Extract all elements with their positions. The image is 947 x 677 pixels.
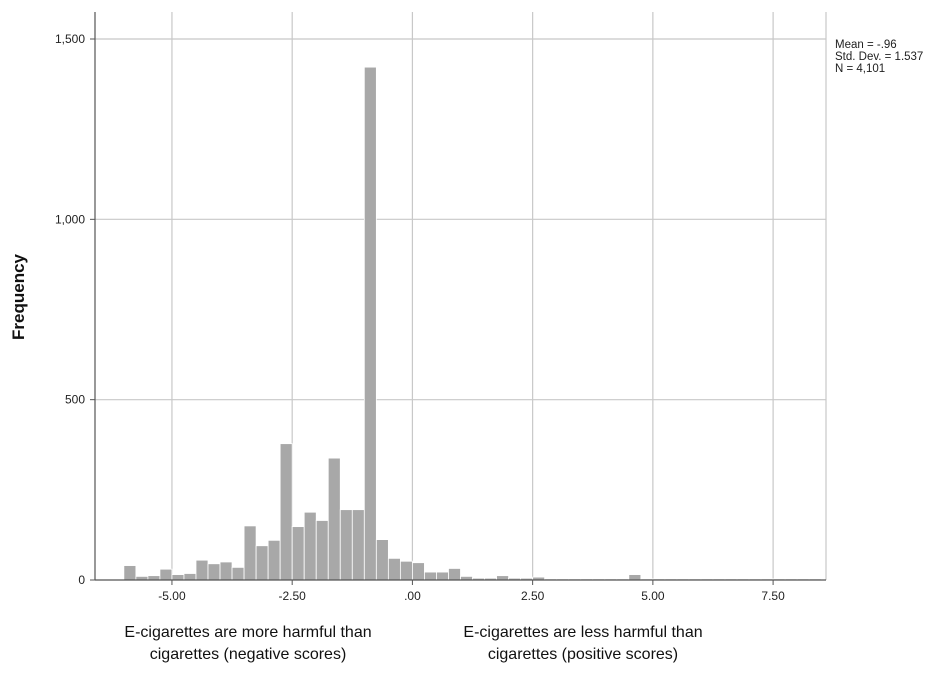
axes bbox=[90, 12, 826, 585]
histogram-bar bbox=[496, 575, 509, 581]
histogram-bar bbox=[207, 563, 221, 581]
histogram-bars bbox=[123, 66, 822, 581]
y-axis-label: Frequency bbox=[9, 253, 28, 340]
x-tick-label: 2.50 bbox=[521, 589, 545, 603]
histogram-bar bbox=[195, 559, 209, 581]
histogram-bar bbox=[183, 573, 197, 581]
stat-n: N = 4,101 bbox=[835, 63, 885, 75]
histogram-bar bbox=[267, 539, 281, 581]
histogram-bar bbox=[255, 545, 269, 581]
histogram-bar bbox=[424, 571, 437, 581]
y-tick-label: 500 bbox=[65, 393, 85, 407]
histogram-bar bbox=[436, 571, 449, 581]
y-tick-label: 0 bbox=[78, 573, 85, 587]
histogram-bar bbox=[147, 575, 161, 581]
histogram-bar bbox=[315, 520, 329, 581]
summary-statistics: Mean = -.96 Std. Dev. = 1.537 N = 4,101 bbox=[835, 39, 923, 75]
histogram-bar bbox=[291, 526, 305, 581]
histogram-bar bbox=[327, 457, 341, 581]
histogram-bar bbox=[123, 565, 137, 581]
histogram-bar bbox=[628, 574, 642, 581]
stat-std-dev: Std. Dev. = 1.537 bbox=[835, 51, 923, 63]
negative-scores-caption: E-cigarettes are more harmful than cigar… bbox=[124, 624, 372, 663]
y-tick-labels: 0 500 1,000 1,500 bbox=[55, 32, 85, 587]
histogram-bar bbox=[303, 511, 317, 581]
histogram-bar bbox=[171, 574, 185, 581]
histogram-bar bbox=[387, 557, 401, 581]
histogram-bar bbox=[399, 560, 413, 581]
histogram-bar bbox=[243, 525, 257, 581]
histogram-bar bbox=[448, 568, 461, 581]
histogram-bar bbox=[231, 566, 245, 581]
x-tick-label: -5.00 bbox=[158, 589, 186, 603]
y-tick-label: 1,000 bbox=[55, 212, 85, 226]
histogram-bar bbox=[339, 509, 353, 581]
histogram-bar bbox=[159, 568, 173, 581]
x-tick-label: 5.00 bbox=[641, 589, 665, 603]
x-tick-label: .00 bbox=[404, 589, 421, 603]
histogram-bar bbox=[351, 509, 365, 581]
grid-lines bbox=[95, 12, 827, 580]
histogram-bar bbox=[412, 562, 425, 581]
y-tick-label: 1,500 bbox=[55, 32, 85, 46]
histogram-bar bbox=[279, 443, 293, 581]
histogram-bar bbox=[219, 561, 233, 581]
x-tick-label: -2.50 bbox=[278, 589, 306, 603]
positive-scores-caption: E-cigarettes are less harmful than cigar… bbox=[463, 624, 703, 663]
x-tick-labels: -5.00 -2.50 .00 2.50 5.00 7.50 bbox=[158, 589, 785, 603]
histogram-bar bbox=[375, 539, 389, 581]
x-tick-label: 7.50 bbox=[761, 589, 785, 603]
histogram-bar bbox=[363, 66, 377, 581]
stat-mean: Mean = -.96 bbox=[835, 39, 897, 51]
